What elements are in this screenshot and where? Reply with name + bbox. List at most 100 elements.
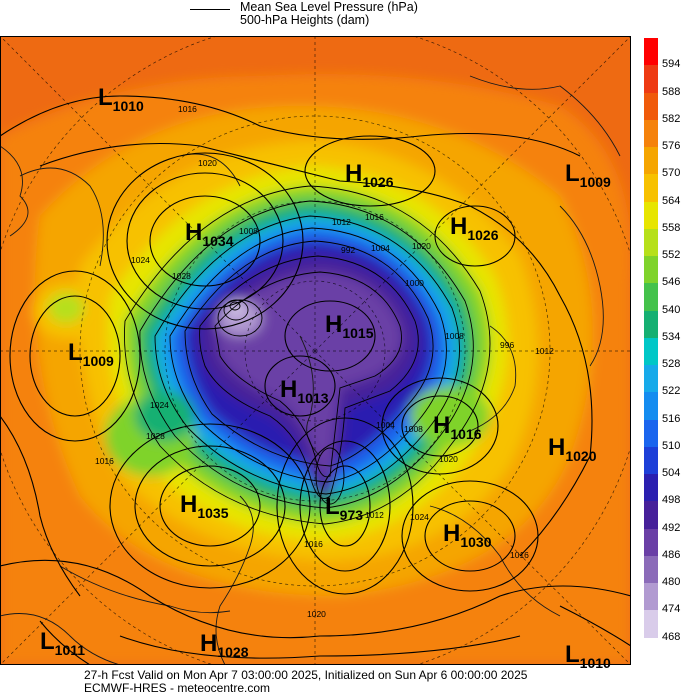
isobar-label: 1000 <box>405 278 424 288</box>
colorbar-segment <box>644 65 658 93</box>
height-legend-label: 500-hPa Heights (dam) <box>240 13 370 27</box>
isobar-label: 1016 <box>365 212 384 222</box>
isobar-label: 1028 <box>146 431 165 441</box>
pressure-center-letter: H <box>280 376 298 403</box>
isobar-label: 1016 <box>178 104 197 114</box>
colorbar-tick-label: 516 <box>662 412 681 425</box>
isobar-label: 1008 <box>404 424 423 434</box>
colorbar-segment <box>644 92 658 121</box>
pressure-center-value: 1009 <box>579 174 611 190</box>
height-colorbar <box>644 38 658 666</box>
isobar-label: 1008 <box>445 331 464 341</box>
low-pressure-center: L973 <box>325 493 364 523</box>
colorbar-segment <box>644 119 658 148</box>
colorbar-segment <box>644 610 658 639</box>
high-pressure-center: H1028 <box>200 630 249 660</box>
colorbar-tick-label: 486 <box>662 548 681 561</box>
isobar-labels: 1016 1020 1024 1028 1008 1012 1016 1020 … <box>95 104 554 619</box>
colorbar-tick-label: 528 <box>662 358 681 371</box>
isobar-label: 1020 <box>439 454 458 464</box>
colorbar-tick-label: 504 <box>662 467 681 480</box>
low-pressure-center: L1009 <box>68 339 114 369</box>
mslp-legend-label: Mean Sea Level Pressure (hPa) <box>240 0 418 14</box>
pressure-center-letter: H <box>443 520 461 547</box>
colorbar-segment <box>644 474 658 502</box>
colorbar-tick-label: 576 <box>662 140 681 153</box>
colorbar-tick-label: 522 <box>662 385 681 398</box>
isobar-label: 1020 <box>198 158 217 168</box>
colorbar-segment <box>644 419 658 448</box>
pressure-center-value: 1009 <box>82 353 114 369</box>
high-pressure-center: H1013 <box>280 376 329 406</box>
low-pressure-center: L1009 <box>565 160 611 190</box>
pressure-center-letter: H <box>185 219 203 246</box>
pressure-center-value: 1015 <box>342 325 374 341</box>
pressure-center-value: 1026 <box>362 174 394 190</box>
pressure-center-letter: H <box>345 160 363 187</box>
colorbar-tick-label: 540 <box>662 303 681 316</box>
isobar-label: 1016 <box>510 550 529 560</box>
pressure-center-letter: H <box>200 630 218 657</box>
height-field-486 <box>215 272 402 477</box>
colorbar-segment <box>644 228 658 257</box>
isobar-label: 1024 <box>410 512 429 522</box>
pressure-center-value: 1013 <box>297 390 329 406</box>
colorbar-segment <box>644 637 658 666</box>
isobar-label: 1012 <box>535 346 554 356</box>
colorbar-tick-label: 582 <box>662 112 681 125</box>
high-pressure-center: H1030 <box>443 520 492 550</box>
colorbar-segment <box>644 501 658 530</box>
pressure-center-value: 1034 <box>202 233 234 249</box>
high-pressure-center: H1015 <box>325 311 374 341</box>
high-pressure-center: H1026 <box>450 213 499 243</box>
colorbar-segment <box>644 283 658 312</box>
high-pressure-center: H1016 <box>433 412 482 442</box>
pressure-center-letter: H <box>325 311 343 338</box>
high-pressure-center: H1026 <box>345 160 394 190</box>
colorbar-tick-label: 468 <box>662 630 681 643</box>
colorbar-segment <box>644 201 658 230</box>
low-pressure-center: L1010 <box>98 84 144 114</box>
pressure-center-value: 973 <box>339 507 364 523</box>
colorbar-tick-label: 570 <box>662 167 681 180</box>
colorbar-segment <box>644 337 658 366</box>
colorbar-tick-label: 588 <box>662 85 681 98</box>
colorbar-segment <box>644 446 658 475</box>
isobar-label: 1020 <box>412 241 431 251</box>
isobar-label: 1012 <box>332 217 351 227</box>
pressure-center-letter: L <box>40 628 55 655</box>
colorbar-segment <box>644 528 658 557</box>
pressure-center-value: 1011 <box>54 642 86 658</box>
colorbar-segment <box>644 147 658 175</box>
pressure-center-value: 1028 <box>217 644 249 660</box>
isobar-label: 1028 <box>172 271 191 281</box>
pressure-center-letter: H <box>180 491 198 518</box>
mslp-line-sample <box>190 9 230 10</box>
pressure-center-value: 1010 <box>112 98 144 114</box>
map-legend: Mean Sea Level Pressure (hPa) 500-hPa He… <box>0 0 681 36</box>
isobar-label: 1024 <box>150 400 169 410</box>
pressure-center-value: 1016 <box>450 426 482 442</box>
pressure-center-value: 1020 <box>565 448 597 464</box>
pressure-center-letter: L <box>325 493 340 520</box>
map-frame <box>0 36 631 665</box>
weather-map: 1016 1020 1024 1028 1008 1012 1016 1020 … <box>0 36 631 665</box>
map-footer: 27-h Fcst Valid on Mon Apr 7 03:00:00 20… <box>0 669 681 695</box>
high-pressure-center: H1020 <box>548 434 597 464</box>
isobar-label: 1016 <box>304 539 323 549</box>
colorbar-tick-label: 546 <box>662 276 681 289</box>
colorbar-tick-label: 552 <box>662 249 681 262</box>
colorbar-segment <box>644 310 658 339</box>
colorbar-segment <box>644 38 658 66</box>
isobar-label: 996 <box>500 340 514 350</box>
pressure-center-letter: H <box>433 412 451 439</box>
colorbar-segment <box>644 555 658 584</box>
isobar-label: 1004 <box>376 420 395 430</box>
colorbar-segment <box>644 583 658 611</box>
mslp-isobars <box>0 95 631 665</box>
colorbar-tick-label: 498 <box>662 494 681 507</box>
colorbar-tick-label: 474 <box>662 603 681 616</box>
isobar-label: 1008 <box>239 226 258 236</box>
high-pressure-center: H1035 <box>180 491 229 521</box>
high-pressure-center: H1034 <box>185 219 234 249</box>
